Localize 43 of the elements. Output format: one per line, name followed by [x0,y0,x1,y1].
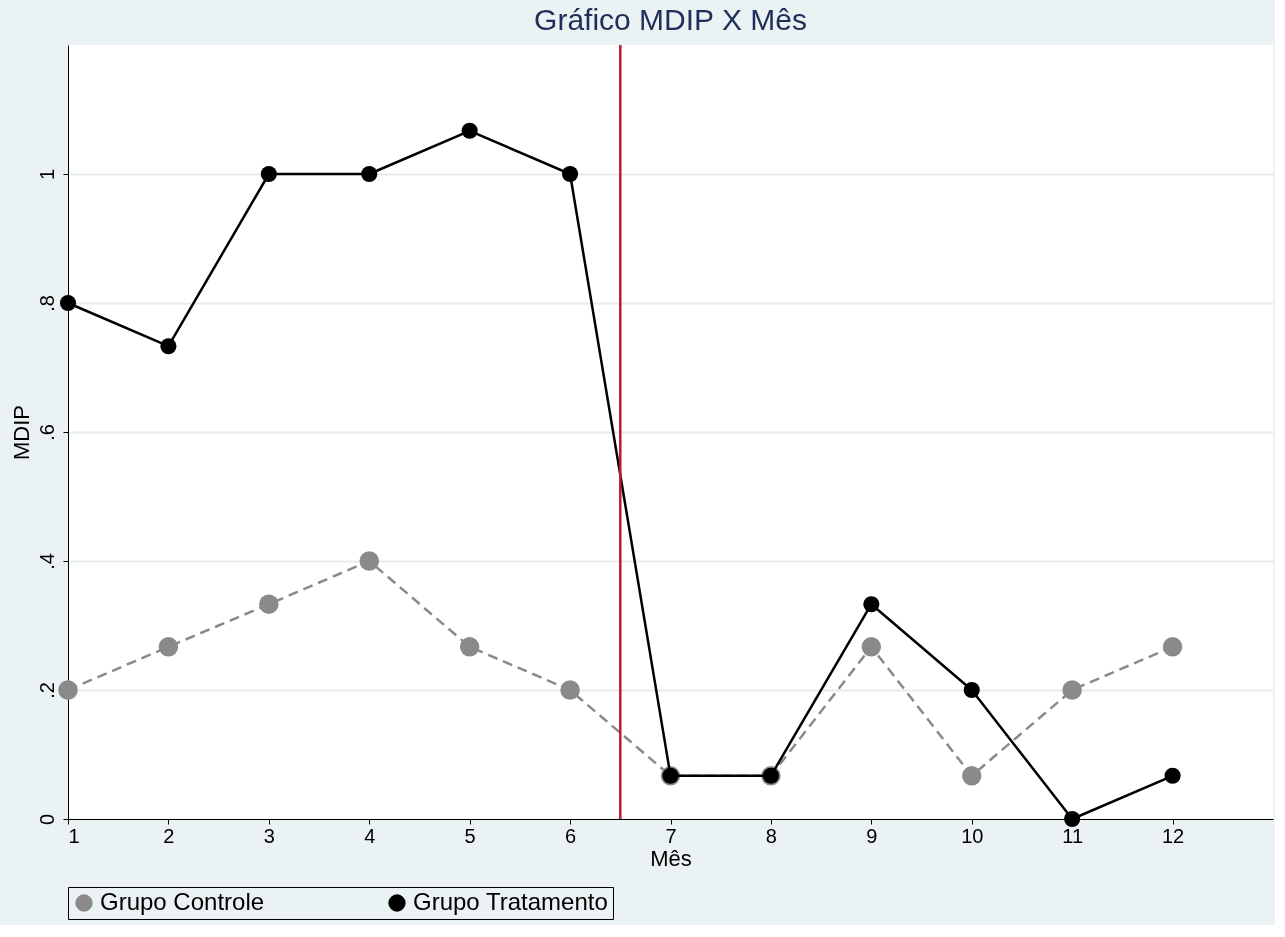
x-tick-label: 4 [364,824,376,847]
x-tick-label: 7 [665,824,677,847]
x-tick-label: 10 [961,824,984,847]
point [1164,767,1181,784]
point [962,766,982,786]
point [461,122,478,139]
y-tick-label: 0 [35,813,58,826]
x-tick-label: 8 [765,824,777,847]
y-tick-label: 1 [35,168,58,181]
point [260,165,277,183]
point [1064,810,1081,828]
point [560,680,580,700]
y-tick-label: .6 [35,424,58,441]
legend-label: Grupo Controle [100,888,265,915]
y-tick-label: .2 [35,682,58,699]
point [863,596,880,613]
x-tick-label: 9 [866,824,878,847]
legend-label: Grupo Tratamento [413,888,608,915]
x-tick-label: 1 [68,824,80,847]
point [361,165,378,183]
point [1162,637,1183,657]
x-tick-label: 11 [1062,824,1084,847]
y-tick-label: .8 [35,295,58,312]
y-tick-label: .4 [35,553,58,570]
point [160,338,177,355]
point [158,637,179,657]
point [58,680,78,700]
point [359,551,379,571]
x-axis-title: Mês [650,845,692,871]
point [562,165,579,183]
point [459,637,480,657]
x-tick-label: 12 [1161,824,1185,847]
y-axis-title: MDIP [8,405,34,460]
point [861,637,882,657]
chart-title: Gráfico MDIP X Mês [534,2,807,36]
x-tick-label: 5 [464,824,476,847]
x-tick-label: 3 [263,824,275,847]
point [963,681,980,699]
point [1062,680,1082,700]
x-tick-label: 2 [163,824,175,847]
point [259,594,279,614]
point [59,294,77,312]
x-tick-label: 6 [565,824,577,847]
